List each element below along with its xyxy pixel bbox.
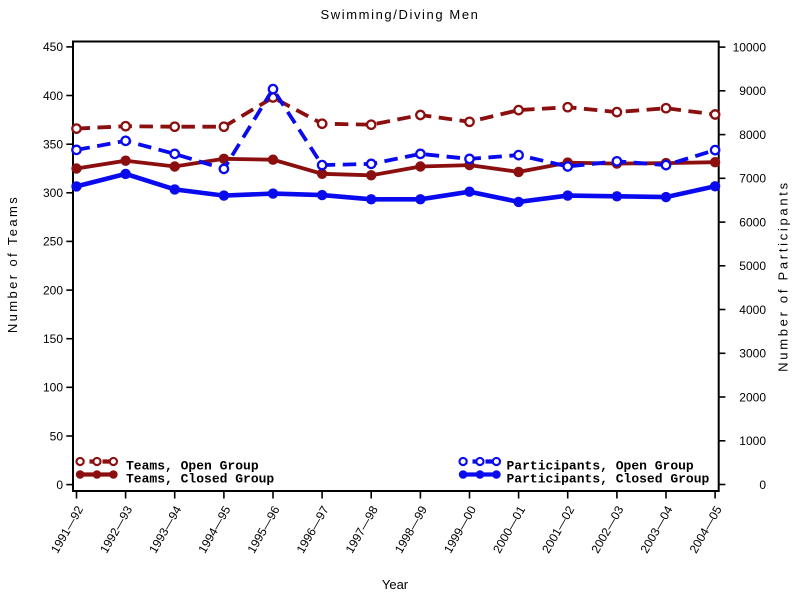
- svg-text:4000: 4000: [739, 303, 766, 317]
- svg-text:Year: Year: [382, 577, 409, 592]
- svg-text:8000: 8000: [739, 128, 766, 142]
- svg-text:400: 400: [43, 89, 63, 103]
- svg-text:Number of Participants: Number of Participants: [776, 180, 791, 372]
- svg-text:200: 200: [43, 283, 63, 297]
- svg-text:300: 300: [43, 186, 63, 200]
- svg-text:2000: 2000: [739, 390, 766, 404]
- svg-text:100: 100: [43, 381, 63, 395]
- svg-text:6000: 6000: [739, 215, 766, 229]
- svg-text:10000: 10000: [733, 40, 767, 54]
- svg-text:350: 350: [43, 138, 63, 152]
- svg-text:Teams, Closed Group: Teams, Closed Group: [126, 471, 274, 486]
- svg-text:0: 0: [759, 478, 766, 492]
- svg-text:Participants, Closed Group: Participants, Closed Group: [507, 471, 710, 486]
- svg-text:3000: 3000: [739, 347, 766, 361]
- svg-text:Number of Teams: Number of Teams: [5, 195, 20, 333]
- svg-text:250: 250: [43, 235, 63, 249]
- svg-text:150: 150: [43, 332, 63, 346]
- svg-text:9000: 9000: [739, 84, 766, 98]
- svg-text:5000: 5000: [739, 259, 766, 273]
- svg-text:0: 0: [56, 478, 63, 492]
- svg-text:Teams, Open Group: Teams, Open Group: [126, 458, 259, 473]
- svg-text:1000: 1000: [739, 434, 766, 448]
- svg-text:Participants, Open Group: Participants, Open Group: [507, 458, 694, 473]
- svg-text:7000: 7000: [739, 172, 766, 186]
- svg-text:450: 450: [43, 40, 63, 54]
- svg-text:50: 50: [50, 429, 64, 443]
- svg-text:Swimming/Diving Men: Swimming/Diving Men: [321, 7, 480, 22]
